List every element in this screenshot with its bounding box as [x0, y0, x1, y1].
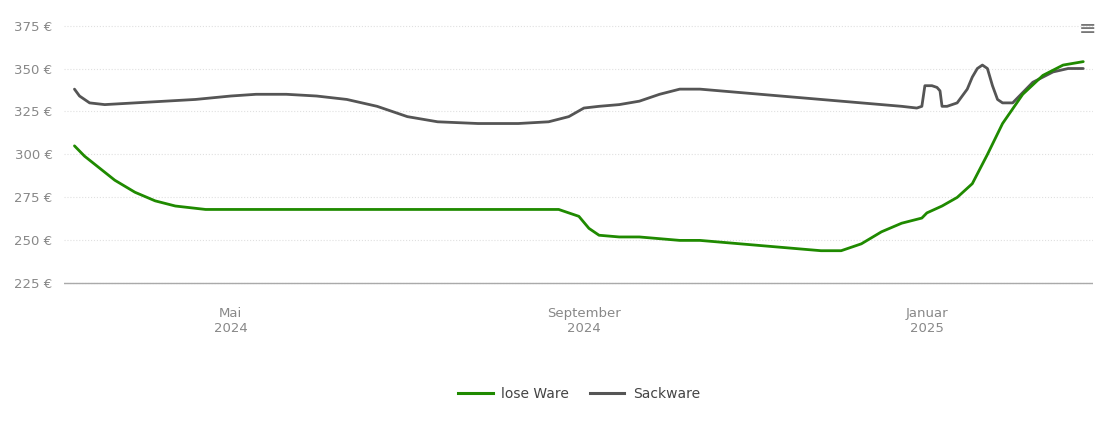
- Legend: lose Ware, Sackware: lose Ware, Sackware: [453, 381, 705, 406]
- Text: ≡: ≡: [1079, 19, 1097, 39]
